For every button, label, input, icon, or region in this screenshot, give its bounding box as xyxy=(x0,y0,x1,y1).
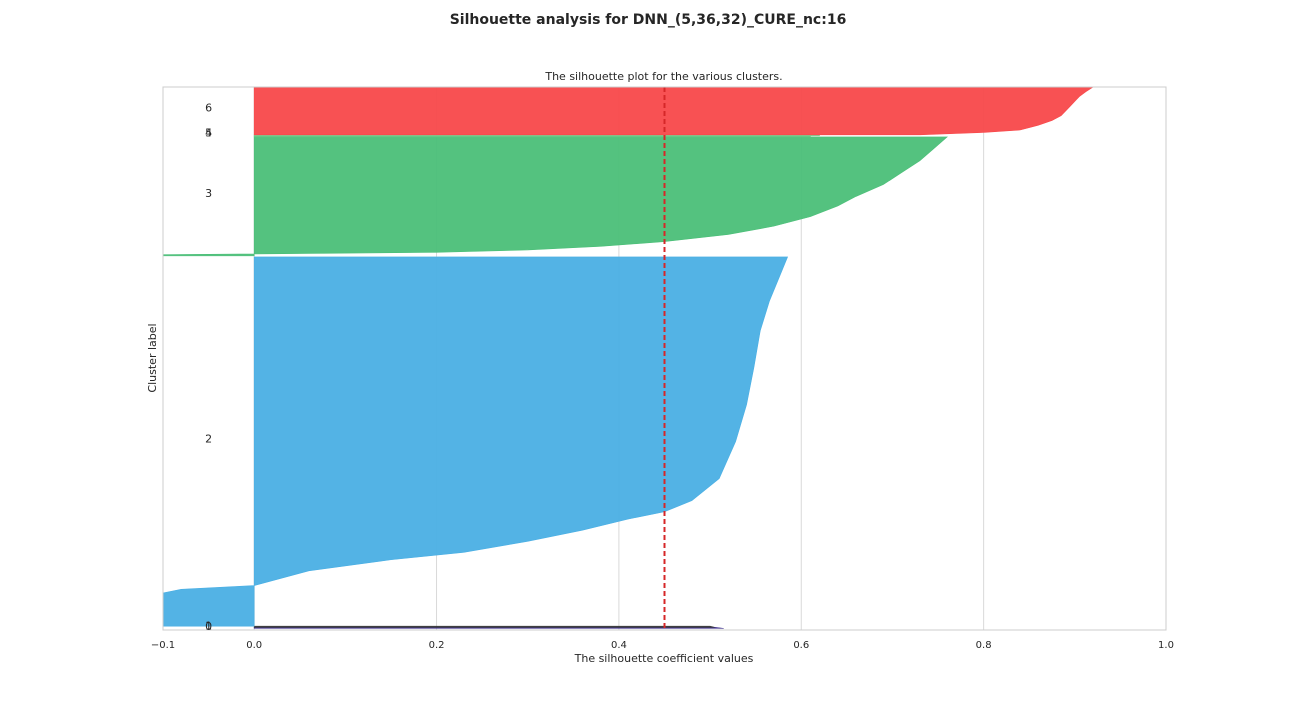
chart-title: The silhouette plot for the various clus… xyxy=(544,70,782,83)
x-tick-label: 0.6 xyxy=(793,640,809,651)
x-tick-label: 0.2 xyxy=(429,640,445,651)
cluster-1-silhouette xyxy=(253,625,715,628)
silhouette-clusters xyxy=(162,86,1095,629)
cluster-label-4: 4 xyxy=(205,127,212,140)
x-tick-label: 0.0 xyxy=(246,640,262,651)
cluster-label-3: 3 xyxy=(205,187,212,200)
x-tick-label: 0.8 xyxy=(976,640,992,651)
x-tick-labels: −0.1 0.0 0.2 0.4 0.6 0.8 1.0 xyxy=(151,640,1174,651)
x-tick-label: 0.4 xyxy=(611,640,627,651)
cluster-label-5: 5 xyxy=(205,127,212,140)
cluster-3-silhouette xyxy=(162,136,948,257)
cluster-label-0: 0 xyxy=(205,620,212,633)
x-axis-label: The silhouette coefficient values xyxy=(574,652,754,665)
plot-frame xyxy=(162,86,1167,631)
x-tick-label: −0.1 xyxy=(151,640,175,651)
cluster-label-6: 6 xyxy=(205,102,212,115)
y-axis-label: Cluster label xyxy=(146,323,159,392)
cluster-label-1: 1 xyxy=(205,620,212,633)
x-tick-label: 1.0 xyxy=(1158,640,1174,651)
cluster-label-2: 2 xyxy=(205,432,212,445)
figure-suptitle: Silhouette analysis for DNN_(5,36,32)_CU… xyxy=(450,12,847,28)
cluster-6-silhouette xyxy=(253,86,1095,136)
